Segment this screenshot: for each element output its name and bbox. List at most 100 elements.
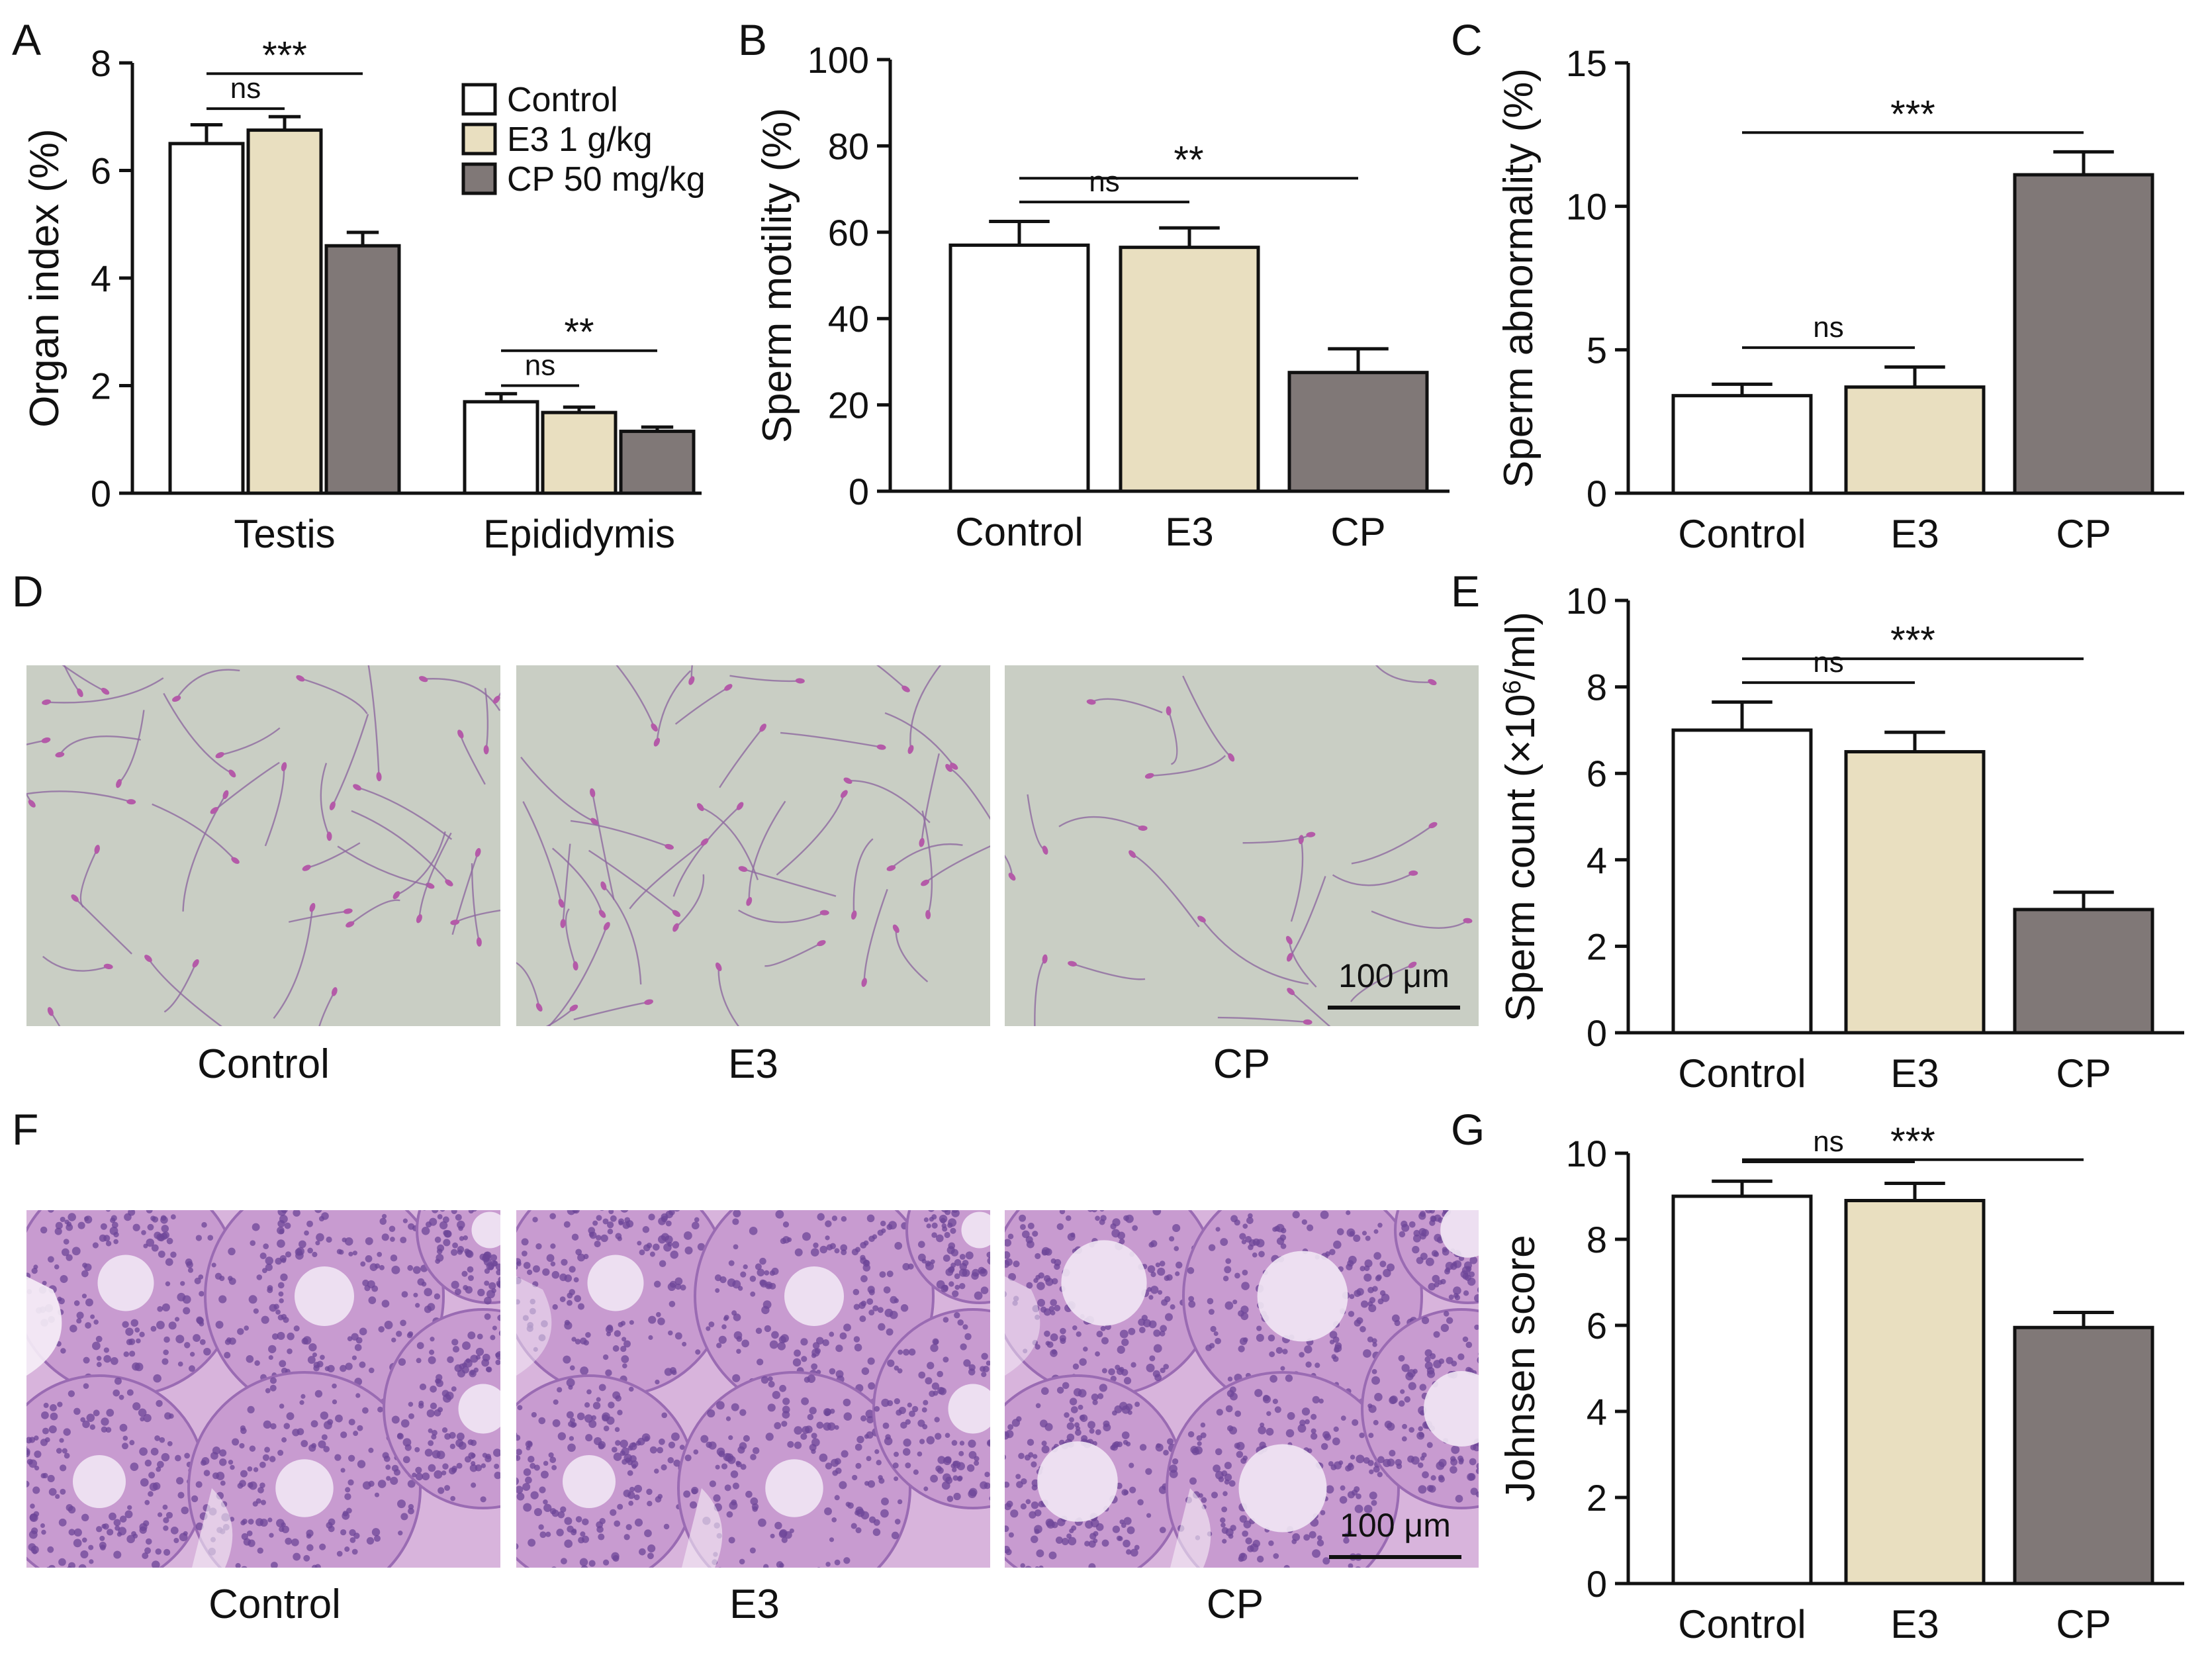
nucleus	[731, 1403, 739, 1411]
nucleus	[160, 1216, 168, 1224]
nucleus	[1299, 1419, 1306, 1426]
sperm-head	[603, 922, 610, 931]
nucleus	[1369, 1492, 1377, 1500]
nucleus	[1013, 1260, 1020, 1268]
sperm-tail	[1288, 940, 1317, 988]
nucleus	[560, 1558, 567, 1565]
nucleus	[195, 1481, 203, 1488]
nucleus	[1015, 1474, 1021, 1480]
nucleus	[540, 1470, 549, 1479]
nucleus	[866, 1456, 872, 1462]
nucleus	[344, 1546, 350, 1552]
nucleus	[659, 1438, 665, 1445]
nucleus	[463, 1235, 468, 1241]
nucleus	[184, 1452, 190, 1459]
nucleus	[1260, 1422, 1265, 1427]
sperm-tail	[264, 767, 285, 847]
nucleus	[683, 1490, 691, 1498]
nucleus	[827, 1422, 836, 1431]
nucleus	[1146, 1363, 1155, 1372]
nucleus	[1432, 1274, 1440, 1283]
nucleus	[730, 1470, 739, 1478]
nucleus	[721, 1324, 727, 1329]
nucleus	[1272, 1227, 1277, 1232]
nucleus	[1352, 1419, 1359, 1426]
nucleus	[1005, 1251, 1011, 1259]
nucleus	[123, 1351, 130, 1357]
sperm-tail	[570, 820, 670, 848]
nucleus	[1211, 1492, 1219, 1499]
nucleus	[937, 1370, 944, 1378]
nucleus	[1417, 1462, 1424, 1468]
nucleus	[129, 1440, 135, 1446]
nucleus	[1034, 1529, 1040, 1535]
nucleus	[854, 1247, 861, 1253]
nucleus	[1450, 1458, 1458, 1466]
nucleus	[248, 1295, 257, 1304]
nucleus	[567, 1525, 574, 1533]
nucleus	[1172, 1458, 1179, 1465]
nucleus	[1088, 1563, 1096, 1568]
nucleus	[1127, 1526, 1135, 1535]
nucleus	[241, 1533, 249, 1540]
nucleus	[1164, 1313, 1173, 1321]
y-axis-label: Sperm motility (%)	[755, 108, 800, 443]
nucleus	[1322, 1557, 1330, 1565]
nucleus	[261, 1268, 267, 1274]
sperm-head	[1008, 873, 1016, 881]
nucleus	[936, 1234, 944, 1243]
nucleus	[539, 1531, 547, 1539]
nucleus	[235, 1563, 241, 1568]
sperm-tail	[1350, 964, 1413, 1002]
nucleus	[471, 1460, 476, 1466]
nucleus	[73, 1539, 82, 1548]
nucleus	[629, 1320, 634, 1325]
nucleus	[81, 1537, 87, 1543]
nucleus	[728, 1260, 735, 1266]
nucleus	[684, 1454, 692, 1462]
nucleus	[422, 1472, 430, 1481]
nucleus	[1446, 1317, 1453, 1324]
sperm-head	[192, 959, 199, 968]
nucleus	[34, 1465, 40, 1471]
sperm-tail	[1168, 710, 1178, 765]
nucleus	[1280, 1243, 1287, 1249]
sperm-tail	[59, 735, 141, 755]
nucleus	[1007, 1424, 1014, 1431]
x-tick-label: E3	[1890, 512, 1939, 556]
nucleus	[649, 1251, 655, 1257]
nucleus	[1256, 1555, 1264, 1563]
nucleus	[1152, 1210, 1162, 1215]
sperm-head	[1068, 961, 1077, 967]
nucleus	[553, 1399, 559, 1405]
nucleus	[1467, 1277, 1476, 1286]
nucleus	[596, 1215, 602, 1221]
nucleus	[781, 1537, 788, 1543]
nucleus	[528, 1539, 536, 1547]
sperm-tail	[547, 925, 608, 1026]
sperm-tail	[74, 897, 132, 955]
nucleus	[1363, 1349, 1371, 1358]
nucleus	[1340, 1485, 1346, 1491]
nucleus	[918, 1371, 926, 1379]
nucleus	[749, 1226, 758, 1235]
y-tick-label: 6	[91, 150, 111, 192]
nucleus	[130, 1319, 139, 1327]
panel-label-e: E	[1451, 567, 1481, 616]
nucleus	[1267, 1334, 1275, 1342]
nucleus	[1338, 1460, 1344, 1466]
nucleus	[451, 1386, 457, 1392]
nucleus	[64, 1219, 69, 1225]
nucleus	[523, 1503, 532, 1512]
nucleus	[1254, 1389, 1263, 1398]
sperm-head	[353, 784, 362, 791]
nucleus	[396, 1331, 402, 1337]
nucleus	[103, 1347, 109, 1353]
sperm-head	[450, 920, 460, 925]
nucleus	[357, 1425, 363, 1431]
sperm-tail	[451, 852, 479, 935]
nucleus	[277, 1314, 284, 1321]
nucleus	[900, 1421, 907, 1429]
nucleus	[1238, 1552, 1248, 1562]
